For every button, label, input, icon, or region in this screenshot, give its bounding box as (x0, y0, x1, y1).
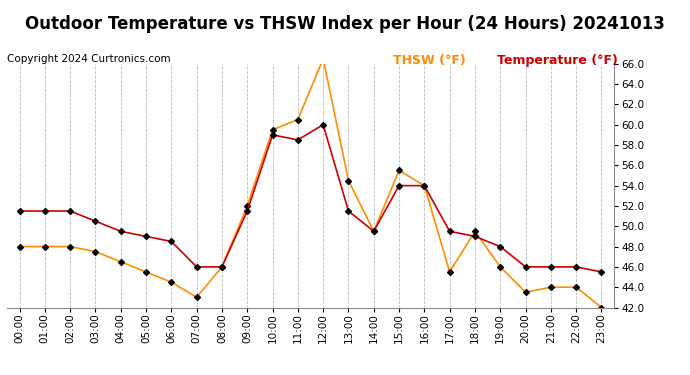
Text: Temperature (°F): Temperature (°F) (497, 54, 618, 68)
Text: THSW (°F): THSW (°F) (393, 54, 466, 68)
Text: Copyright 2024 Curtronics.com: Copyright 2024 Curtronics.com (7, 54, 170, 64)
Text: Outdoor Temperature vs THSW Index per Hour (24 Hours) 20241013: Outdoor Temperature vs THSW Index per Ho… (25, 15, 665, 33)
